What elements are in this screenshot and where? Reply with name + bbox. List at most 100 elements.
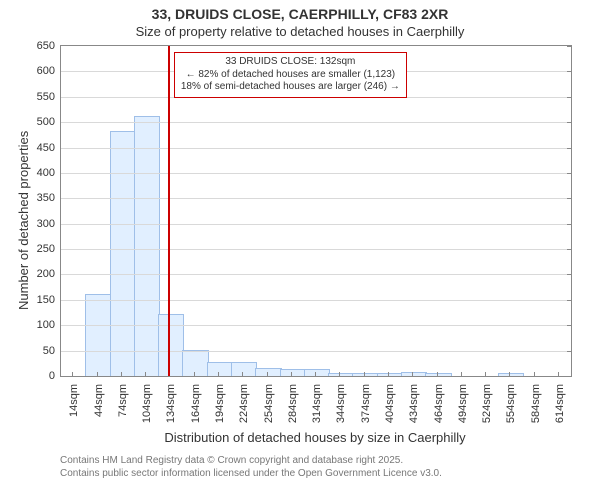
xtick-label: 164sqm <box>190 384 202 423</box>
histogram-bar <box>134 116 160 376</box>
y-axis-label: Number of detached properties <box>16 131 31 310</box>
xtick-mark <box>145 372 146 377</box>
xtick-mark <box>97 372 98 377</box>
ytick-mark <box>567 300 572 301</box>
histogram-bar <box>352 373 378 376</box>
xtick-mark <box>558 372 559 377</box>
xtick-mark <box>364 372 365 377</box>
annotation-line3: 18% of semi-detached houses are larger (… <box>181 81 400 94</box>
xtick-label: 134sqm <box>165 384 177 423</box>
xtick-label: 224sqm <box>238 384 250 423</box>
histogram-bar <box>110 131 136 376</box>
xtick-label: 524sqm <box>481 384 493 423</box>
histogram-bar <box>255 368 281 376</box>
histogram-bar <box>401 372 427 376</box>
ytick-mark <box>567 249 572 250</box>
xtick-label: 404sqm <box>384 384 396 423</box>
ytick-label: 300 <box>37 218 61 230</box>
xtick-label: 14sqm <box>68 384 80 417</box>
histogram-bar <box>498 373 524 376</box>
xtick-label: 194sqm <box>214 384 226 423</box>
annotation-line1: 33 DRUIDS CLOSE: 132sqm <box>181 56 400 69</box>
gridline <box>61 274 571 275</box>
ytick-mark <box>567 71 572 72</box>
marker-line <box>168 46 170 376</box>
ytick-label: 350 <box>37 192 61 204</box>
xtick-label: 494sqm <box>457 384 469 423</box>
annotation-box: 33 DRUIDS CLOSE: 132sqm ← 82% of detache… <box>174 52 407 98</box>
xtick-mark <box>121 372 122 377</box>
ytick-label: 0 <box>49 370 61 382</box>
ytick-label: 150 <box>37 294 61 306</box>
ytick-mark <box>567 46 572 47</box>
xtick-mark <box>218 372 219 377</box>
gridline <box>61 351 571 352</box>
credits-line1: Contains HM Land Registry data © Crown c… <box>60 455 442 468</box>
xtick-label: 374sqm <box>360 384 372 423</box>
ytick-label: 200 <box>37 268 61 280</box>
histogram-bar <box>377 373 403 376</box>
xtick-mark <box>267 372 268 377</box>
annotation-line2: ← 82% of detached houses are smaller (1,… <box>181 69 400 82</box>
ytick-label: 600 <box>37 65 61 77</box>
ytick-label: 550 <box>37 91 61 103</box>
ytick-label: 400 <box>37 167 61 179</box>
histogram-bar <box>158 314 184 376</box>
histogram-bar <box>328 373 354 376</box>
ytick-mark <box>567 351 572 352</box>
ytick-mark <box>567 325 572 326</box>
histogram-bar <box>231 362 257 376</box>
credits-line2: Contains public sector information licen… <box>60 468 442 481</box>
ytick-mark <box>567 274 572 275</box>
xtick-label: 74sqm <box>117 384 129 417</box>
gridline <box>61 122 571 123</box>
xtick-label: 464sqm <box>433 384 445 423</box>
ytick-mark <box>567 122 572 123</box>
xtick-mark <box>194 372 195 377</box>
xtick-label: 614sqm <box>554 384 566 423</box>
ytick-label: 50 <box>43 345 61 357</box>
gridline <box>61 173 571 174</box>
x-axis-label: Distribution of detached houses by size … <box>60 430 570 445</box>
xtick-label: 104sqm <box>141 384 153 423</box>
chart-title: 33, DRUIDS CLOSE, CAERPHILLY, CF83 2XR <box>0 6 600 24</box>
histogram-bar <box>182 350 208 376</box>
xtick-mark <box>315 372 316 377</box>
chart-plot-area: 050100150200250300350400450500550600650 … <box>60 45 572 377</box>
xtick-label: 284sqm <box>287 384 299 423</box>
xtick-label: 434sqm <box>408 384 420 423</box>
xtick-mark <box>485 372 486 377</box>
chart-subtitle: Size of property relative to detached ho… <box>0 24 600 39</box>
ytick-mark <box>567 198 572 199</box>
xtick-mark <box>509 372 510 377</box>
xtick-mark <box>291 372 292 377</box>
histogram-bar <box>304 369 330 376</box>
xtick-label: 554sqm <box>505 384 517 423</box>
ytick-label: 650 <box>37 40 61 52</box>
xtick-label: 44sqm <box>93 384 105 417</box>
xtick-label: 584sqm <box>530 384 542 423</box>
xtick-mark <box>388 372 389 377</box>
xtick-mark <box>412 372 413 377</box>
histogram-bar <box>280 369 306 376</box>
xtick-mark <box>461 372 462 377</box>
ytick-label: 450 <box>37 142 61 154</box>
histogram-bar <box>85 294 111 376</box>
xtick-label: 314sqm <box>311 384 323 423</box>
xtick-label: 344sqm <box>335 384 347 423</box>
gridline <box>61 325 571 326</box>
histogram-bar <box>425 373 451 376</box>
ytick-label: 500 <box>37 116 61 128</box>
xtick-mark <box>534 372 535 377</box>
gridline <box>61 300 571 301</box>
xtick-mark <box>339 372 340 377</box>
ytick-mark <box>567 97 572 98</box>
xtick-mark <box>437 372 438 377</box>
xtick-label: 254sqm <box>263 384 275 423</box>
gridline <box>61 198 571 199</box>
ytick-mark <box>567 173 572 174</box>
gridline <box>61 249 571 250</box>
histogram-bar <box>207 362 233 376</box>
ytick-mark <box>567 376 572 377</box>
ytick-mark <box>567 148 572 149</box>
